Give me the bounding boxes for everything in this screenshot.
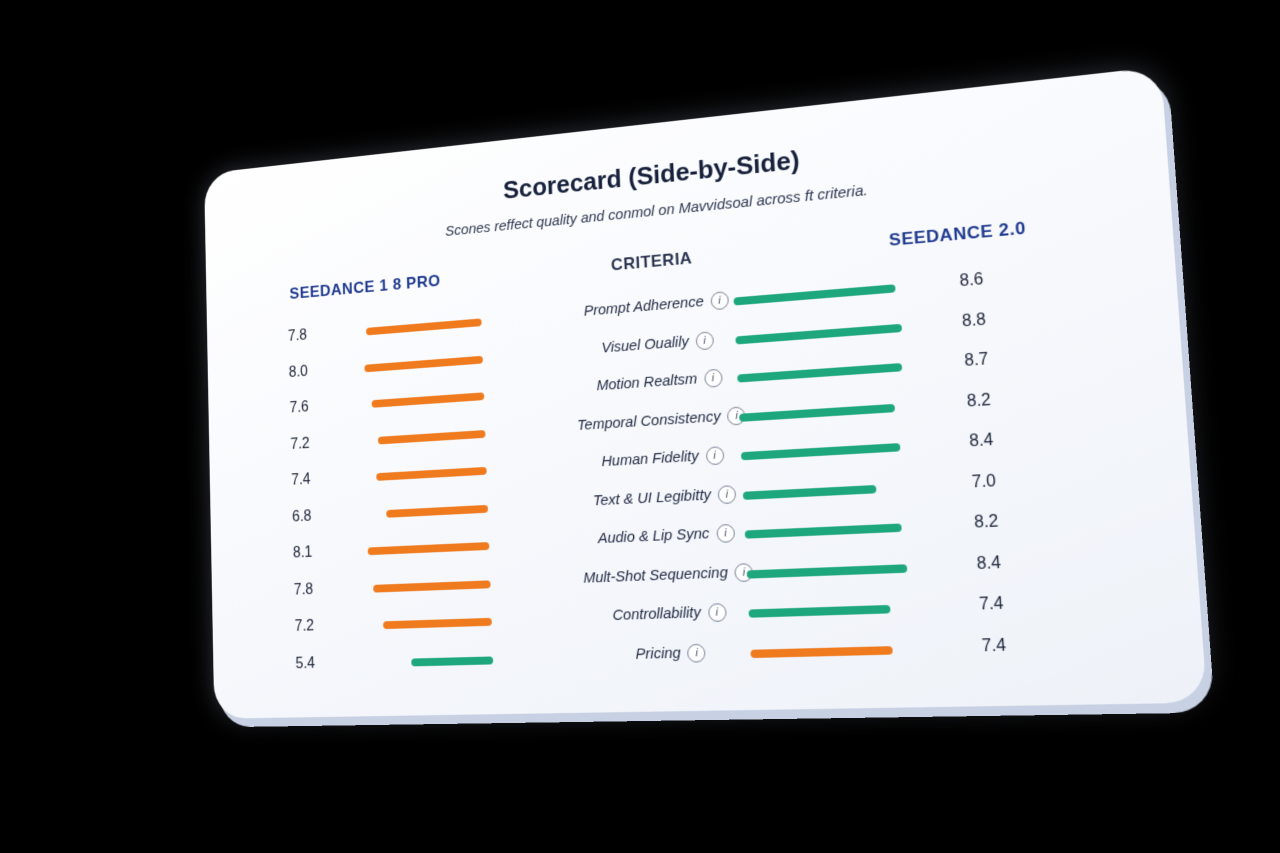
right-bar (733, 284, 895, 305)
scorecard-rows: 7.8 Prompt Adherence i 8.6 8.0 Visuel Oualily… (207, 245, 1204, 685)
info-icon[interactable]: i (710, 291, 729, 310)
left-value-label: 7.6 (274, 399, 309, 418)
series-left-header: SEEDANCE 1 8 PRO (282, 271, 449, 305)
left-bar-track (343, 656, 493, 668)
left-bar (373, 580, 490, 592)
left-value-label: 6.8 (277, 508, 312, 527)
criterion-name: Visuel Oualily (601, 333, 689, 356)
left-bar-track (337, 430, 485, 447)
left-bar (364, 355, 483, 372)
left-value-label: 8.1 (277, 544, 312, 563)
left-bar (366, 318, 481, 335)
left-bar (378, 430, 485, 444)
right-value-label: 8.4 (976, 553, 1025, 574)
left-bar (371, 392, 484, 407)
right-value-label: 8.7 (964, 349, 1013, 371)
right-value-label: 8.6 (959, 269, 1007, 291)
info-icon[interactable]: i (705, 446, 724, 465)
left-value-label: 7.2 (279, 618, 314, 636)
left-bar-track (339, 504, 488, 519)
info-icon[interactable]: i (687, 643, 706, 662)
info-icon[interactable]: i (695, 331, 714, 350)
criterion-name: Temporal Consistency (577, 407, 721, 433)
criterion-name: Prompt Adherence (584, 293, 705, 320)
left-bar (411, 656, 493, 666)
right-bar-track (735, 322, 925, 344)
right-value-label: 8.2 (966, 389, 1015, 411)
left-value-label: 5.4 (280, 655, 315, 673)
left-bar (368, 542, 489, 555)
criterion-name: Human Fidelity (601, 448, 699, 471)
right-value-label: 8.4 (969, 430, 1018, 452)
left-bar-track (336, 392, 484, 410)
info-icon[interactable]: i (716, 524, 735, 543)
left-bar-track (338, 467, 486, 483)
criteria-header: CRITERIA (556, 243, 750, 280)
left-bar-track (341, 580, 490, 593)
criterion-name: Controllability (612, 604, 701, 624)
right-value-label: 7.0 (971, 471, 1020, 492)
left-bar-track (342, 618, 492, 631)
left-bar-track (340, 542, 489, 556)
right-value-label: 7.4 (979, 594, 1028, 615)
left-bar-track (336, 355, 483, 374)
right-value-label: 8.2 (974, 512, 1023, 533)
left-bar (376, 467, 487, 481)
left-value-label: 8.0 (273, 363, 308, 382)
right-value-label: 8.8 (962, 309, 1010, 331)
left-value-label: 7.8 (273, 327, 308, 346)
info-icon[interactable]: i (704, 369, 723, 388)
scorecard-card: Scorecard (Side-by-Side) Scones reffect … (204, 66, 1207, 718)
left-bar-track (335, 318, 482, 338)
left-bar (386, 504, 488, 517)
criterion-name: Audio & Lip Sync (597, 525, 709, 547)
criterion-name: Mult-Shot Sequencing (583, 564, 728, 587)
criterion-name: Pricing (635, 644, 681, 662)
left-bar (383, 618, 492, 629)
criterion-name: Text & UI Legibitty (593, 486, 712, 509)
info-icon[interactable]: i (707, 603, 726, 622)
left-value-label: 7.2 (275, 435, 310, 454)
left-value-label: 7.8 (278, 581, 313, 599)
info-icon[interactable]: i (718, 485, 737, 504)
criterion-name: Motion Realtsm (596, 370, 698, 394)
series-right-header: SEEDANCE 2.0 (852, 215, 1066, 255)
left-value-label: 7.4 (276, 471, 311, 490)
right-value-label: 7.4 (981, 636, 1031, 657)
